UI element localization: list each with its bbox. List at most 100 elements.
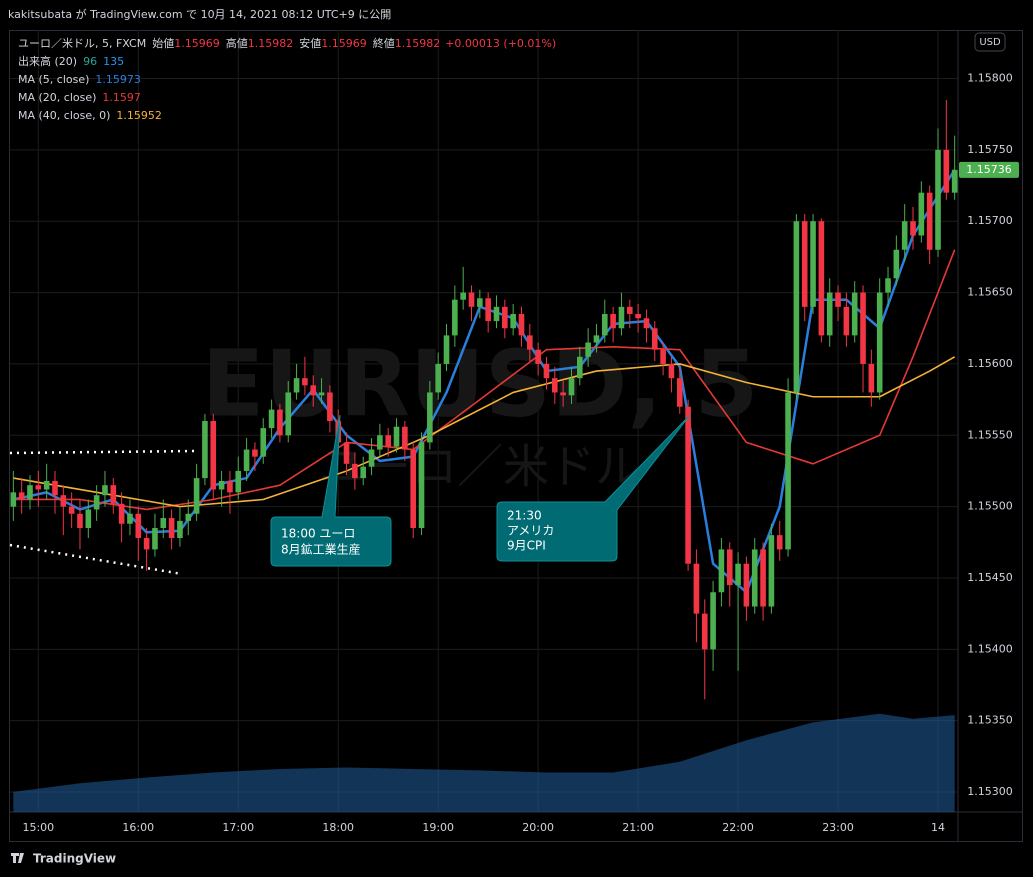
- legend-line: 出来高 (20) 96 135: [18, 54, 124, 68]
- candle-body: [93, 495, 100, 510]
- candle-body: [710, 592, 716, 650]
- candle-body: [693, 563, 700, 614]
- candle-body: [360, 466, 367, 479]
- legend-series-value: 1.15952: [116, 109, 162, 122]
- candle-body: [385, 435, 392, 447]
- candle-body: [768, 535, 775, 607]
- candle-body: [935, 149, 941, 250]
- candle-body: [177, 520, 183, 539]
- candle-body: [302, 378, 308, 386]
- legend-ohlc-value: 1.15969: [174, 37, 220, 50]
- candle-body: [68, 506, 75, 514]
- legend-volume-value: 96: [83, 55, 97, 68]
- legend-symbol: ユーロ／米ドル, 5, FXCM: [18, 37, 146, 50]
- candle-body: [418, 442, 425, 529]
- y-tick-label: 1.15650: [967, 286, 1013, 299]
- candle-body: [718, 549, 725, 593]
- candle-body: [227, 480, 233, 493]
- candle-body: [810, 221, 816, 307]
- candle-body: [18, 492, 25, 500]
- y-tick-label: 1.15350: [967, 714, 1013, 727]
- volume-area: [13, 713, 955, 812]
- candle-body: [851, 292, 858, 336]
- candle-body: [452, 299, 458, 336]
- x-tick-label: 21:00: [622, 821, 654, 834]
- candle-body: [460, 292, 466, 300]
- candle-body: [868, 363, 875, 393]
- candle-body: [252, 449, 258, 457]
- candle-body: [160, 518, 167, 529]
- candle-body: [576, 356, 583, 379]
- candle-body: [268, 409, 275, 429]
- candle-body: [676, 378, 683, 407]
- candle-body: [368, 449, 375, 467]
- candle-body: [135, 513, 142, 539]
- candle-body: [510, 313, 516, 329]
- brand-name: TradingView: [33, 852, 116, 866]
- currency-button[interactable]: [974, 32, 1006, 52]
- candle-body: [901, 221, 908, 250]
- candle-body: [835, 292, 841, 307]
- candle-body: [27, 485, 33, 500]
- legend-ohlc-value: 1.15982: [248, 37, 294, 50]
- brand-logo: [11, 853, 24, 863]
- candle-body: [202, 421, 208, 479]
- candle-body: [601, 313, 608, 336]
- candle-body: [493, 306, 500, 322]
- candle-body: [660, 349, 666, 364]
- candle-body: [435, 363, 441, 393]
- y-tick-label: 1.15800: [967, 72, 1013, 85]
- y-tick-label: 1.15300: [967, 785, 1013, 798]
- callout-text: アメリカ: [507, 524, 554, 538]
- legend-line: ユーロ／米ドル, 5, FXCM 始値1.15969 高値1.15982 安値1.15…: [18, 36, 556, 50]
- legend-series-value: 1.1597: [102, 91, 141, 104]
- candle-body: [643, 318, 650, 329]
- last-price-label: 1.15736: [966, 163, 1012, 176]
- candle-body: [110, 485, 117, 504]
- candle-body: [593, 335, 600, 343]
- candle-body: [760, 549, 766, 607]
- candle-body: [310, 385, 317, 396]
- legend-ohlc-value: 1.15969: [321, 37, 367, 50]
- legend-ohlc-label: 高値: [226, 36, 248, 50]
- candle-body: [402, 426, 408, 450]
- chart-frame: [9, 30, 1023, 842]
- candle-body: [543, 363, 550, 379]
- x-tick-label: 16:00: [122, 821, 154, 834]
- candle-body: [443, 335, 450, 364]
- legend-line: MA (20, close) 1.1597: [18, 91, 141, 104]
- candle-body: [152, 528, 158, 550]
- candle-body: [910, 221, 916, 236]
- legend-ohlc-label: 終値: [373, 36, 395, 50]
- candle-body: [801, 221, 808, 307]
- candle-body: [293, 378, 300, 393]
- candle-body: [726, 549, 733, 586]
- x-tick-label: 22:00: [722, 821, 754, 834]
- y-tick-label: 1.15550: [967, 428, 1013, 441]
- candle-body: [685, 406, 691, 564]
- candle-body: [193, 478, 200, 514]
- candle-body: [260, 428, 267, 457]
- candle-body: [885, 278, 891, 293]
- candle-body: [102, 485, 108, 496]
- legend-ohlc-label: 始値: [152, 36, 174, 50]
- candle-body: [668, 363, 675, 379]
- candle-body: [235, 470, 242, 493]
- y-tick-label: 1.15750: [967, 143, 1013, 156]
- candle-body: [502, 306, 508, 329]
- candle-body: [735, 563, 741, 586]
- y-tick-label: 1.15450: [967, 571, 1013, 584]
- candle-body: [618, 306, 625, 329]
- candle-body: [651, 328, 658, 350]
- last-price-box: [959, 161, 1019, 178]
- candle-body: [35, 485, 42, 490]
- candle-body: [776, 535, 783, 550]
- candle-body: [701, 613, 708, 650]
- x-tick-label: 20:00: [522, 821, 554, 834]
- candle-body: [943, 149, 950, 193]
- candle-body: [43, 480, 50, 490]
- watermark-subtitle: ユーロ／米ドル: [319, 440, 641, 494]
- currency-label[interactable]: USD: [979, 37, 1001, 48]
- callout-text: 9月CPI: [507, 539, 546, 553]
- candle-body: [118, 503, 125, 524]
